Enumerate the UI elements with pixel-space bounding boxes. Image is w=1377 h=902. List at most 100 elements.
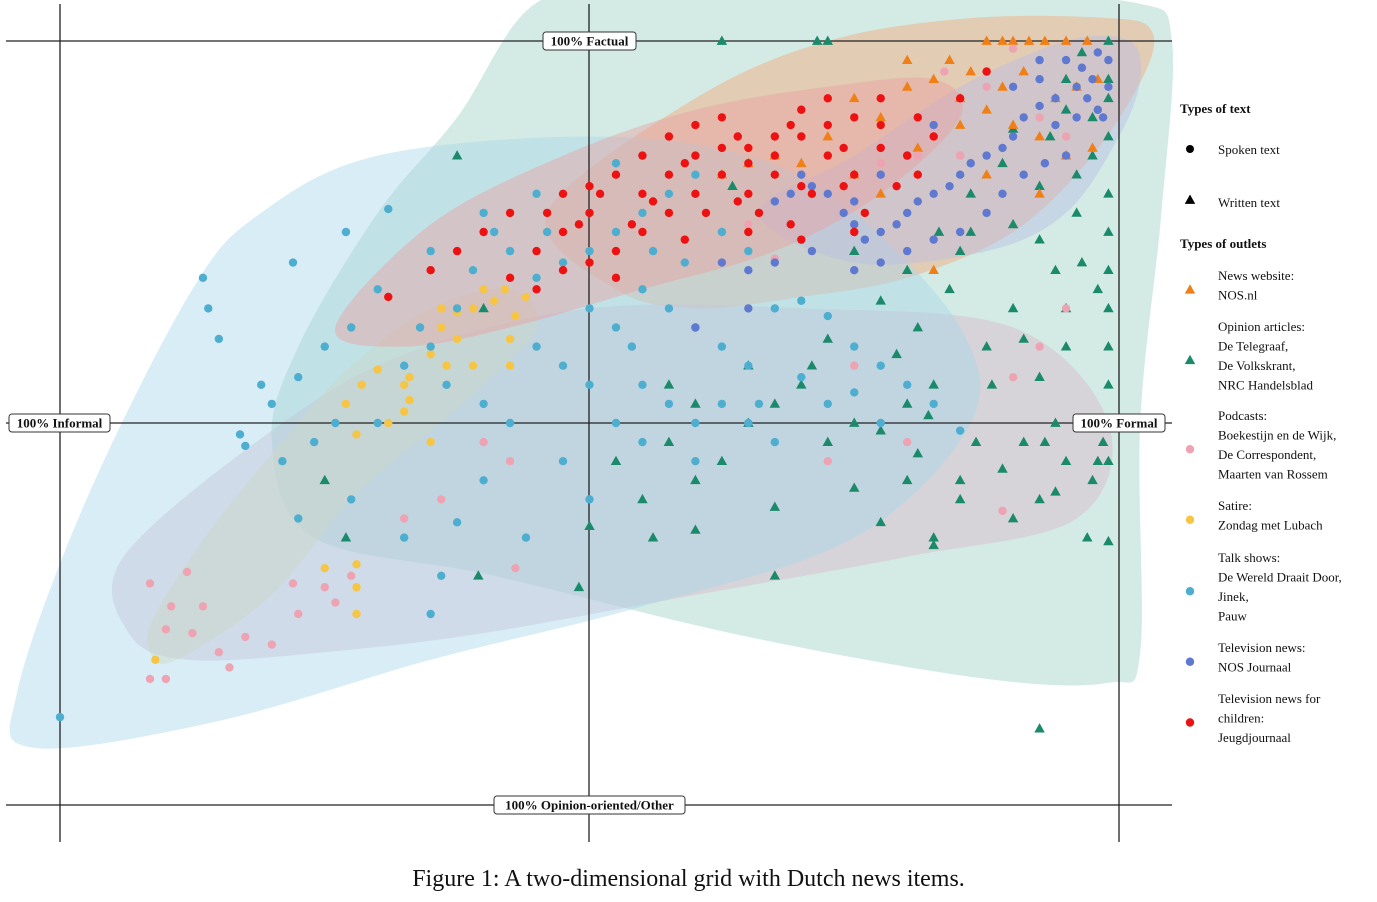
data-point-talk — [214, 334, 224, 344]
data-point-tvnews — [850, 266, 859, 275]
axis-label-right: 100% Formal — [1072, 413, 1166, 433]
data-point-kids — [426, 266, 435, 275]
data-point-tvnews — [860, 235, 870, 244]
data-point-opinion — [1103, 455, 1114, 466]
legend-label-kids: children: — [1218, 711, 1264, 726]
data-point-kids — [797, 235, 806, 244]
legend-label-satire: Zondag met Lubach — [1218, 518, 1323, 533]
data-point-satire — [489, 296, 499, 305]
data-point-kids — [585, 258, 594, 267]
data-point-kids — [913, 113, 922, 122]
data-point-opinion — [1060, 341, 1072, 351]
data-point-nos — [796, 157, 807, 168]
data-point-opinion — [1018, 436, 1029, 446]
data-point-podcasts — [161, 674, 171, 684]
data-point-satire — [505, 334, 515, 344]
legend-label-podcasts: Boekestijn en de Wijk, — [1218, 428, 1336, 443]
data-point-nos — [849, 92, 860, 103]
data-point-talk — [638, 437, 647, 447]
data-point-opinion — [1103, 131, 1114, 141]
legend-label: Written text — [1218, 195, 1280, 210]
data-point-nos — [1060, 35, 1072, 45]
data-point-tvnews — [903, 208, 912, 218]
data-point-talk — [479, 399, 488, 409]
data-point-talk — [611, 323, 621, 332]
data-point-talk — [558, 457, 568, 466]
data-point-tvnews — [903, 246, 912, 256]
data-point-tvnews — [1035, 75, 1044, 84]
data-point-kids — [542, 208, 552, 218]
data-point-kids — [611, 170, 621, 179]
data-point-kids — [532, 246, 541, 256]
data-point-satire — [357, 380, 367, 389]
data-point-kids — [717, 143, 727, 153]
data-point-nos — [1087, 142, 1098, 152]
data-point-talk — [611, 159, 621, 168]
legend-label-opinion: De Telegraaf, — [1218, 339, 1288, 354]
axis-label-bottom-text: 100% Opinion-oriented/Other — [505, 798, 674, 813]
data-point-kids — [558, 266, 568, 275]
data-point-nos — [997, 81, 1008, 91]
data-point-talk — [664, 399, 674, 409]
data-point-opinion — [822, 35, 833, 45]
data-point-opinion — [928, 539, 939, 550]
data-point-kids — [611, 273, 621, 283]
data-point-tvnews — [1019, 170, 1028, 179]
data-point-kids — [744, 189, 753, 198]
data-point-kids — [744, 143, 753, 153]
data-point-talk — [452, 304, 462, 313]
data-point-tvnews — [1051, 120, 1060, 130]
data-point-opinion — [928, 532, 939, 542]
data-point-tvnews — [982, 151, 991, 160]
legend-label-opinion: Opinion articles: — [1218, 319, 1305, 334]
data-point-kids — [664, 170, 674, 179]
data-point-podcasts — [1061, 304, 1071, 313]
data-point-satire — [384, 418, 393, 428]
data-point-tvnews — [929, 235, 938, 244]
data-point-opinion — [875, 425, 886, 435]
data-point-talk — [489, 227, 499, 237]
legend-marker-kids — [1185, 718, 1195, 727]
legend-label-satire: Satire: — [1218, 498, 1252, 513]
data-point-nos — [954, 119, 966, 129]
data-point-kids — [691, 120, 700, 130]
data-point-podcasts — [288, 579, 298, 588]
data-point-tvnews — [691, 323, 700, 332]
data-point-talk — [638, 285, 647, 294]
data-point-opinion — [1082, 532, 1093, 542]
data-point-kids — [929, 132, 938, 141]
data-point-satire — [352, 609, 361, 619]
data-point-kids — [876, 143, 885, 153]
data-point-kids — [770, 170, 780, 179]
data-point-satire — [426, 350, 435, 359]
data-point-opinion — [1103, 535, 1114, 546]
data-point-opinion — [806, 360, 818, 370]
data-point-opinion — [727, 180, 738, 191]
data-point-opinion — [1087, 150, 1098, 160]
data-point-tvnews — [823, 189, 832, 198]
data-point-podcasts — [198, 602, 208, 611]
data-point-opinion — [923, 409, 934, 420]
data-point-opinion — [1034, 180, 1045, 191]
legend-label-kids: Jeugdjournaal — [1218, 730, 1291, 745]
data-point-kids — [558, 227, 568, 237]
data-point-kids — [807, 189, 817, 198]
data-point-podcasts — [876, 159, 885, 168]
data-point-podcasts — [1035, 113, 1044, 122]
legend-marker-tvnews — [1185, 657, 1195, 666]
data-point-nos — [1007, 119, 1019, 129]
data-point-opinion — [769, 570, 781, 580]
data-point-tvnews — [1072, 113, 1081, 122]
data-point-opinion — [965, 188, 976, 198]
data-point-podcasts — [331, 598, 340, 607]
legend-outlets: News website: NOS.nl Opinion articles: De T… — [1184, 268, 1342, 745]
data-point-opinion — [875, 516, 886, 527]
data-point-satire — [373, 365, 382, 374]
data-point-podcasts — [347, 571, 356, 580]
data-points — [55, 35, 1114, 733]
data-point-kids — [823, 151, 832, 160]
data-point-talk — [850, 342, 859, 351]
data-point-tvnews — [1077, 63, 1087, 72]
data-point-podcasts — [823, 457, 832, 466]
